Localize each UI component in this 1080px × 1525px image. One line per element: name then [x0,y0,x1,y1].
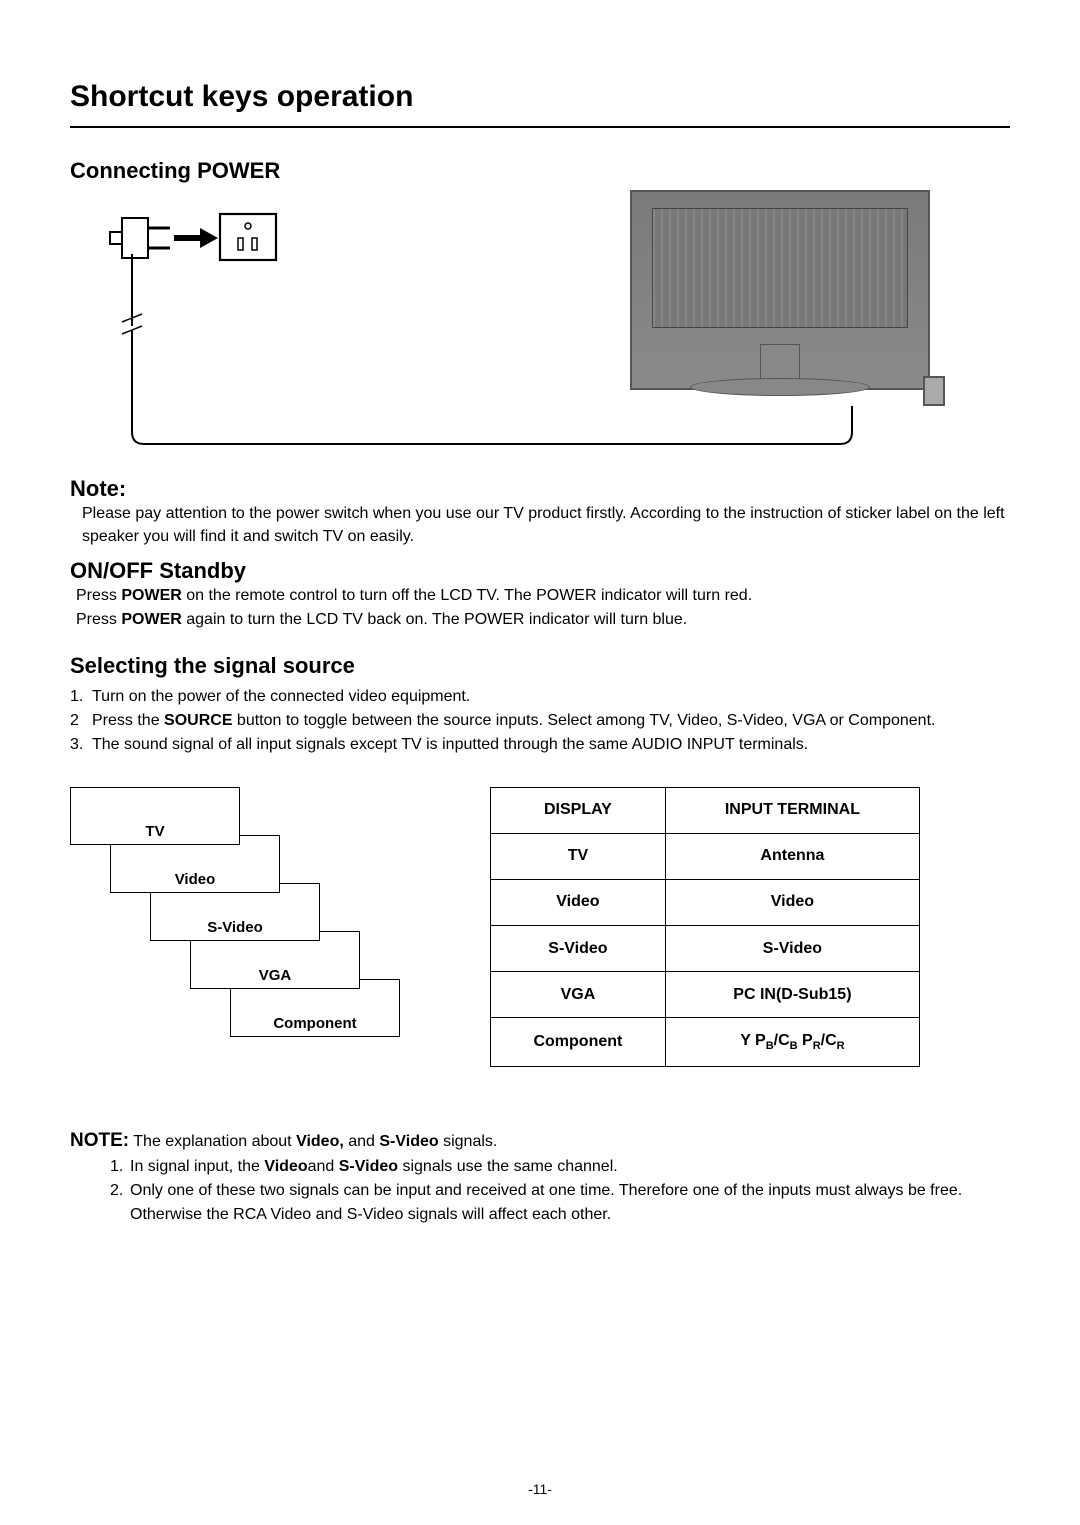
table-cell: TV [491,833,666,879]
table-cell: Antenna [665,833,919,879]
list-item: 3. The sound signal of all input signals… [70,733,1010,757]
table-cell: PC IN(D-Sub15) [665,972,919,1018]
note-2: NOTE: The explanation about Video, and S… [70,1127,1010,1228]
note-text: Please pay attention to the power switch… [82,502,1010,548]
list-item: 2. Only one of these two signals can be … [110,1179,1010,1227]
heading-standby: ON/OFF Standby [70,558,1010,584]
table-cell: Video [665,879,919,925]
list-item: 1. Turn on the power of the connected vi… [70,685,1010,709]
table-cell: Component [491,1018,666,1067]
list-item: 2 Press the SOURCE button to toggle betw… [70,709,1010,733]
page-number: -11- [0,1481,1080,1497]
standby-line-1: Press POWER on the remote control to tur… [76,584,1010,607]
standby-line-2: Press POWER again to turn the LCD TV bac… [76,608,1010,631]
table-cell: Y PB/CB PR/CR [665,1018,919,1067]
list-item: 1. In signal input, the Videoand S-Video… [110,1155,1010,1179]
cascade-box: TV [70,787,240,845]
heading-connecting-power: Connecting POWER [70,158,1010,184]
heading-source: Selecting the signal source [70,653,1010,679]
tv-rear-photo [630,190,930,390]
table-cell: VGA [491,972,666,1018]
power-diagram [70,196,1010,456]
note2-heading: NOTE: [70,1130,129,1151]
table-header: DISPLAY [491,787,666,833]
page-title: Shortcut keys operation [70,80,1010,114]
heading-note: Note: [70,476,1010,502]
table-cell: S-Video [491,926,666,972]
table-cell: Video [491,879,666,925]
power-jack-icon [923,376,945,406]
table-cell: S-Video [665,926,919,972]
source-list: 1. Turn on the power of the connected vi… [70,685,1010,757]
source-cascade-diagram: ComponentVGAS-VideoVideoTV [70,787,430,1067]
table-header: INPUT TERMINAL [665,787,919,833]
title-rule [70,126,1010,128]
terminal-table: DISPLAY INPUT TERMINAL TVAntenna VideoVi… [490,787,920,1067]
